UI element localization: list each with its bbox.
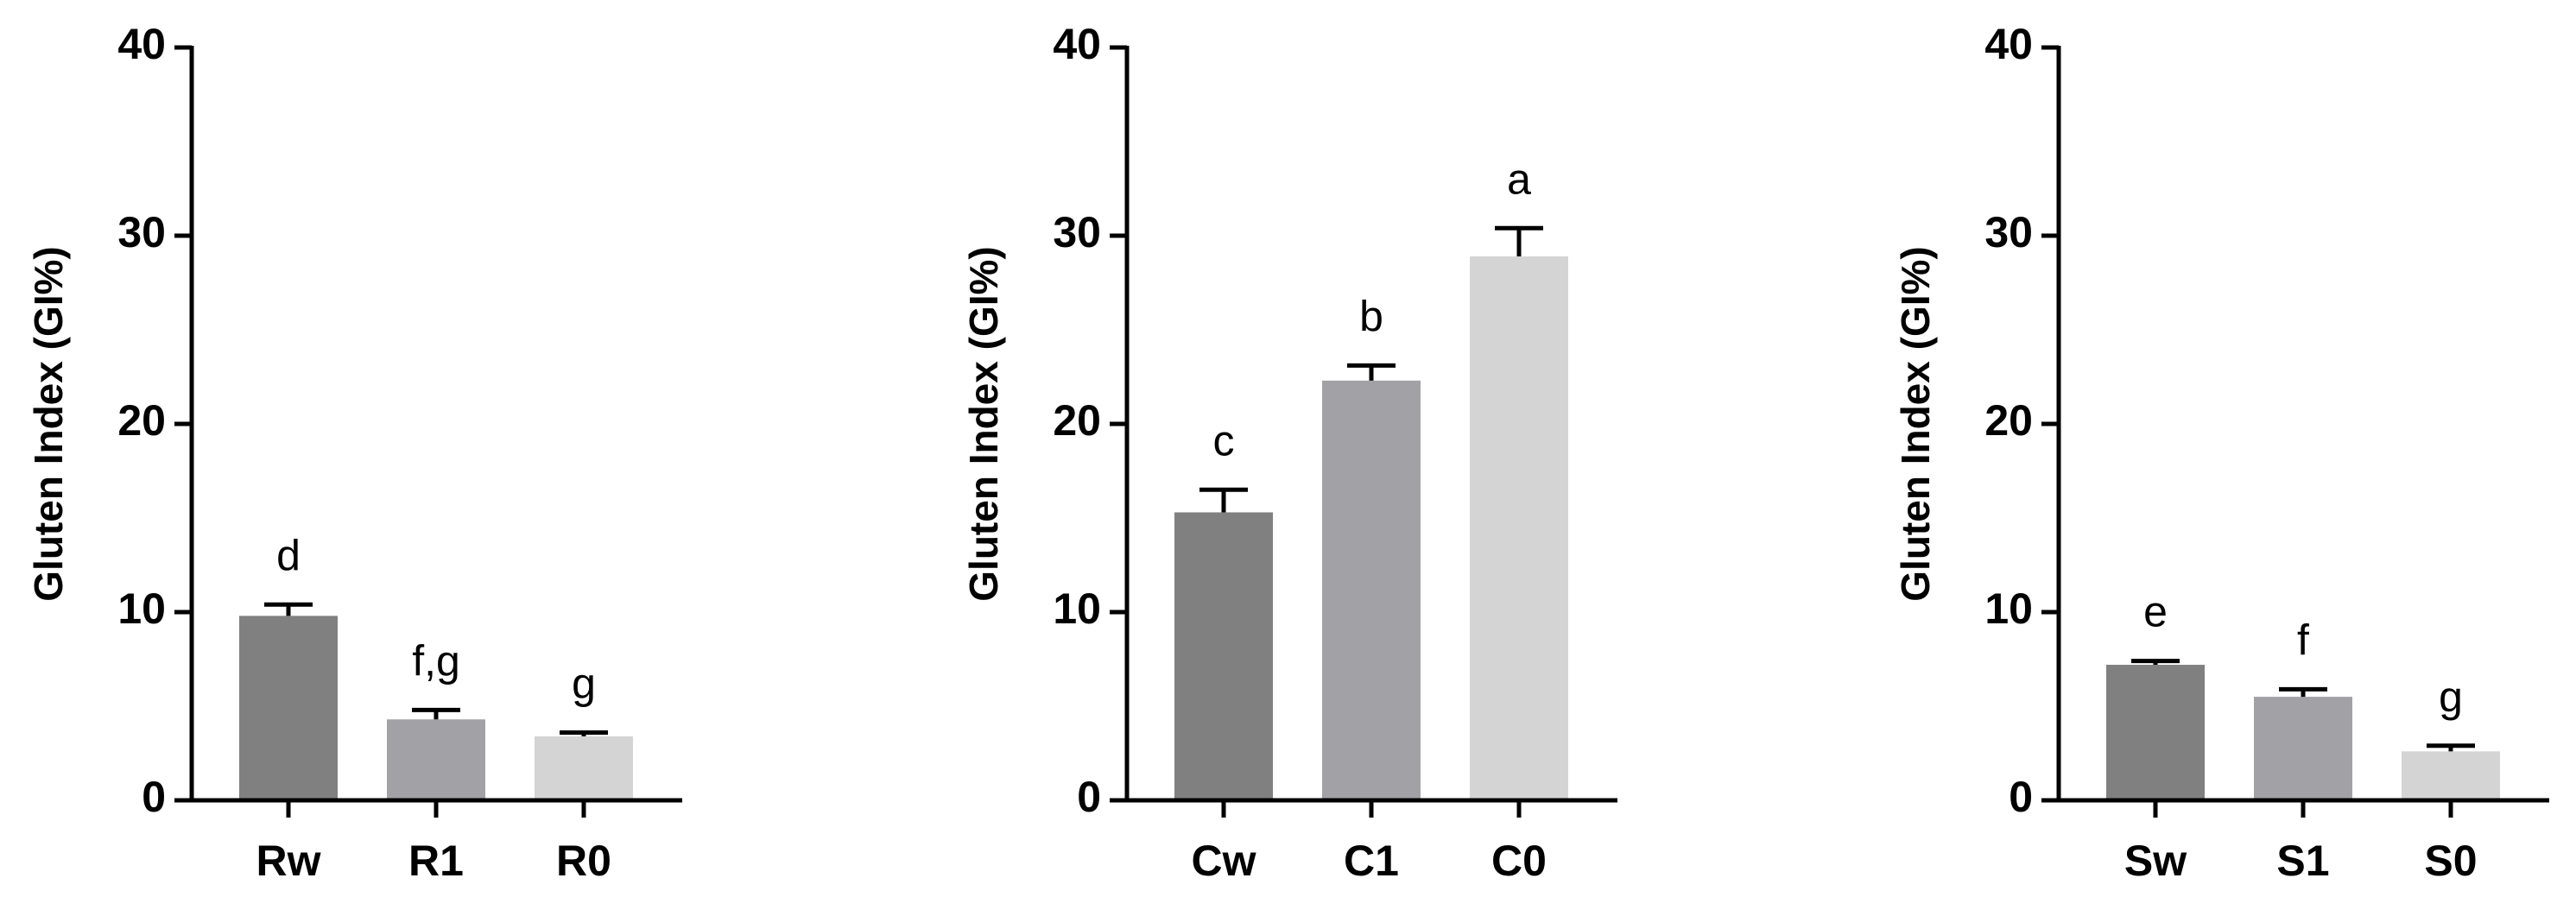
bar [2106, 665, 2205, 800]
y-tick-label: 0 [1077, 773, 1101, 821]
y-tick-label: 30 [1984, 208, 2033, 256]
bar [1174, 512, 1273, 800]
y-tick-label: 40 [117, 20, 166, 68]
bar [535, 736, 633, 800]
x-tick-label: Cw [1192, 837, 1256, 885]
significance-letter: b [1359, 292, 1383, 340]
y-tick-label: 20 [1053, 396, 1101, 445]
y-axis-label: Gluten Index (GI%) [1893, 246, 1938, 601]
y-tick-label: 20 [117, 396, 166, 445]
y-tick-label: 10 [1984, 584, 2033, 633]
x-tick-label: S1 [2276, 837, 2329, 885]
bar [387, 719, 485, 800]
y-tick-label: 10 [1053, 584, 1101, 633]
significance-letter: d [276, 531, 301, 579]
x-tick-label: R0 [556, 837, 611, 885]
x-tick-label: S0 [2424, 837, 2477, 885]
y-tick-label: 40 [1984, 20, 2033, 68]
y-axis-label: Gluten Index (GI%) [961, 246, 1006, 601]
bar [1470, 256, 1568, 801]
y-tick-label: 40 [1053, 20, 1101, 68]
x-tick-label: Rw [256, 837, 321, 885]
y-tick-label: 30 [117, 208, 166, 256]
significance-letter: a [1507, 155, 1531, 203]
x-tick-label: R1 [408, 837, 464, 885]
y-tick-label: 20 [1984, 396, 2033, 445]
y-tick-label: 0 [2009, 773, 2033, 821]
significance-letter: f,g [412, 636, 460, 685]
bar [2402, 751, 2500, 800]
y-tick-label: 30 [1053, 208, 1101, 256]
y-tick-label: 0 [142, 773, 166, 821]
bar [1322, 380, 1421, 800]
significance-letter: c [1213, 416, 1235, 464]
y-axis-label: Gluten Index (GI%) [26, 246, 71, 601]
significance-letter: e [2143, 588, 2168, 636]
significance-letter: g [572, 660, 596, 708]
significance-letter: f [2297, 616, 2309, 664]
x-tick-label: C0 [1491, 837, 1547, 885]
x-tick-label: C1 [1344, 837, 1399, 885]
bar [2254, 697, 2352, 800]
bar [239, 616, 338, 800]
x-tick-label: Sw [2124, 837, 2187, 885]
y-tick-label: 10 [117, 584, 166, 633]
significance-letter: g [2439, 673, 2463, 721]
